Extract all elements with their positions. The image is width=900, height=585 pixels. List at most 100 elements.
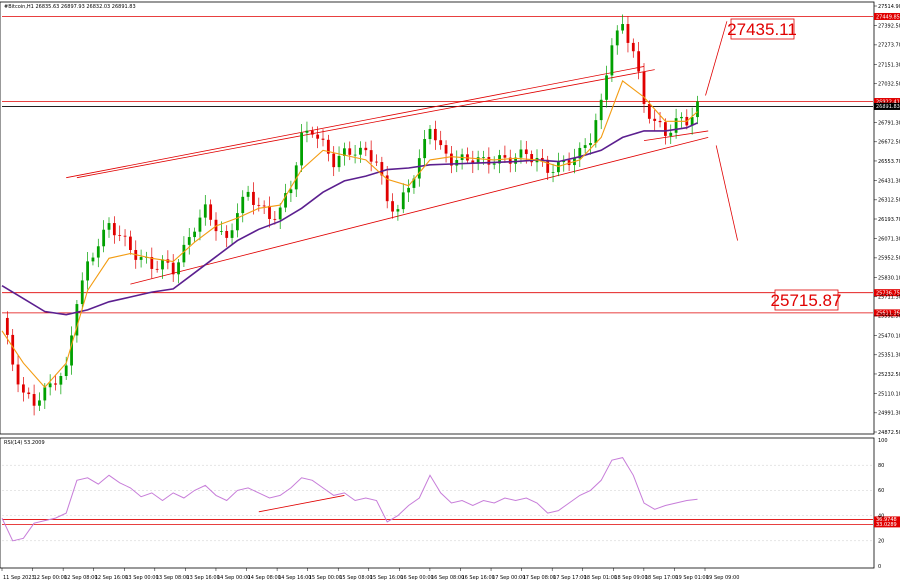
price-tick-label: 24991.30 bbox=[878, 411, 900, 417]
time-tick-label: 16 Sep 00:00 bbox=[400, 575, 433, 581]
candle-body bbox=[187, 237, 191, 245]
price-tick-label: 25711.30 bbox=[878, 295, 900, 301]
channel-upper_inner bbox=[76, 69, 655, 179]
candle-body bbox=[343, 148, 346, 156]
candle-body bbox=[193, 231, 196, 238]
candle-body bbox=[423, 139, 427, 159]
candle-body bbox=[540, 157, 544, 160]
candle-body bbox=[182, 244, 186, 263]
candle-body bbox=[664, 122, 667, 136]
price-tick-label: 27514.90 bbox=[878, 4, 900, 10]
candle-body bbox=[455, 160, 459, 166]
rsi-level-label: 36.9748 bbox=[876, 517, 897, 523]
candle-body bbox=[118, 235, 122, 237]
candle-body bbox=[91, 257, 95, 262]
candle-body bbox=[514, 157, 517, 164]
time-tick-label: 17 Sep 00:00 bbox=[492, 575, 525, 581]
candle-body bbox=[177, 262, 180, 275]
level-price-label: 26922.41 bbox=[876, 99, 900, 105]
candle-body bbox=[203, 204, 207, 218]
candle-body bbox=[417, 158, 421, 179]
candle-body bbox=[316, 134, 320, 139]
candle-body bbox=[289, 189, 293, 194]
candle-body bbox=[690, 117, 694, 126]
price-tick-label: 25830.10 bbox=[878, 275, 900, 281]
candle-body bbox=[589, 143, 592, 146]
candle-body bbox=[380, 162, 384, 176]
candle-body bbox=[230, 230, 234, 238]
candle-body bbox=[262, 205, 266, 207]
candle-body bbox=[631, 42, 635, 52]
projection-arrow-2 bbox=[715, 145, 738, 241]
candle-body bbox=[626, 24, 630, 43]
time-tick-label: 16 Sep 16:00 bbox=[461, 575, 494, 581]
candle-body bbox=[326, 139, 330, 154]
candle-body bbox=[139, 257, 143, 260]
main-pane-frame bbox=[0, 1, 875, 435]
candle-body bbox=[348, 148, 352, 155]
time-tick-label: 12 Sep 16:00 bbox=[95, 575, 128, 581]
time-tick-label: 15 Sep 08:00 bbox=[339, 575, 372, 581]
rsi-tick-label: 60 bbox=[878, 488, 884, 494]
rsi-tick-label: 0 bbox=[878, 564, 881, 570]
candle-body bbox=[80, 280, 84, 305]
candle-body bbox=[332, 153, 336, 168]
price-tick-label: 26553.70 bbox=[878, 159, 900, 165]
time-tick-label: 17 Sep 17:00 bbox=[553, 575, 586, 581]
candle-body bbox=[241, 196, 245, 214]
price-tick-label: 27392.50 bbox=[878, 24, 900, 30]
candle-body bbox=[337, 155, 341, 168]
rsi-tick-label: 20 bbox=[878, 539, 884, 545]
price-tick-label: 27032.50 bbox=[878, 82, 900, 88]
price-tick-label: 27151.30 bbox=[878, 62, 900, 68]
candle-body bbox=[59, 376, 63, 385]
time-tick-label: 14 Sep 00:00 bbox=[217, 575, 250, 581]
candle-body bbox=[209, 204, 213, 220]
current-price-label: 26891.83 bbox=[876, 104, 900, 110]
candle-body bbox=[530, 154, 534, 163]
candle-body bbox=[310, 130, 314, 135]
lower-callout: 25715.87 bbox=[771, 289, 841, 311]
candle-body bbox=[252, 191, 255, 205]
price-tick-label: 24872.50 bbox=[878, 430, 900, 436]
symbol-header: #Bitcoin,H1 26835.63 26897.93 26832.03 2… bbox=[4, 4, 136, 10]
candle-body bbox=[364, 147, 368, 151]
candle-body bbox=[524, 149, 528, 155]
candle-body bbox=[257, 204, 261, 206]
price-axis: 27514.90 27392.50 27273.70 27151.30 27032.50… bbox=[874, 4, 900, 436]
candle-body bbox=[546, 159, 550, 173]
candle-body bbox=[22, 384, 25, 393]
candle-body bbox=[428, 128, 432, 140]
candle-body bbox=[5, 317, 9, 335]
time-tick-label: 14 Sep 16:00 bbox=[278, 575, 311, 581]
candle-body bbox=[605, 75, 608, 100]
candle-body bbox=[578, 147, 582, 159]
candle-body bbox=[123, 235, 127, 237]
price-tick-label: 26193.70 bbox=[878, 217, 900, 223]
channel-upper bbox=[66, 66, 645, 179]
candle-body bbox=[482, 157, 485, 158]
level-price-tag bbox=[874, 12, 900, 20]
projection-arrow-1 bbox=[705, 21, 728, 96]
time-tick-label: 13 Sep 00:00 bbox=[125, 575, 158, 581]
candle-body bbox=[246, 191, 250, 197]
candle-body bbox=[43, 387, 47, 401]
candle-body bbox=[155, 268, 159, 270]
candle-body bbox=[112, 223, 116, 236]
level-price-label: 25736.75 bbox=[876, 290, 900, 296]
candle-body bbox=[75, 304, 79, 336]
candle-body bbox=[278, 207, 282, 220]
time-tick-label: 16 Sep 08:00 bbox=[431, 575, 464, 581]
price-tick-label: 26910.10 bbox=[878, 101, 900, 107]
candle-body bbox=[70, 335, 73, 366]
price-tick-label: 26071.30 bbox=[878, 237, 900, 243]
candle-body bbox=[653, 118, 657, 121]
candle-body bbox=[225, 230, 229, 238]
candle-body bbox=[508, 157, 512, 164]
time-tick-label: 19 Sep 01:00 bbox=[675, 575, 708, 581]
price-tick-label: 25952.50 bbox=[878, 256, 900, 262]
channel-lines bbox=[66, 21, 738, 285]
candle-body bbox=[268, 205, 271, 219]
candle-body bbox=[16, 364, 20, 385]
candle-body bbox=[647, 103, 651, 119]
